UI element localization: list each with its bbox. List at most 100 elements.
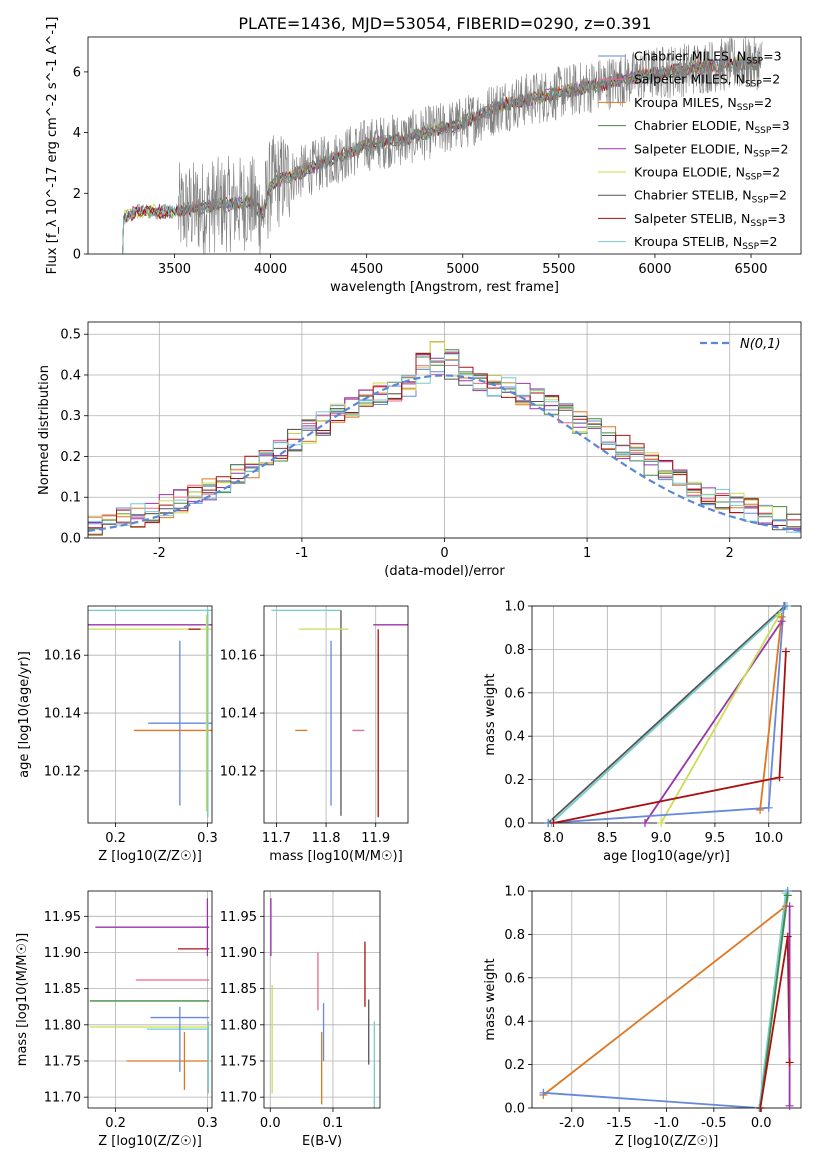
x-tick-label: -2	[153, 546, 166, 561]
y-tick-label: 0.4	[504, 1015, 525, 1030]
x-tick-label: 1	[583, 546, 591, 561]
plot-area	[88, 608, 212, 818]
legend-label: N(0,1)	[740, 337, 781, 352]
spectrum-legend: Chabrier MILES, NSSP=3 Salpeter MILES, NS…	[598, 49, 790, 252]
y-tick-label: 0.5	[60, 328, 81, 343]
y-tick-label: 0.8	[504, 643, 525, 658]
x-tick-label: 0.2	[105, 1116, 126, 1131]
legend-label: Salpeter STELIB, NSSP=3	[634, 211, 786, 229]
y-tick-label: 0.2	[504, 773, 525, 788]
mass-weight-line	[553, 651, 787, 823]
y-tick-label: 0.0	[60, 532, 81, 547]
plus-marker	[756, 1104, 765, 1112]
x-tick-label: 0.2	[105, 831, 126, 846]
y-tick-label: 11.90	[44, 946, 81, 961]
y-tick-label: 0.2	[60, 450, 81, 465]
x-tick-label: 3500	[158, 262, 191, 277]
plus-marker	[756, 805, 765, 814]
y-tick-label: 10.14	[44, 707, 81, 722]
y-tick-label: 0.2	[504, 1058, 525, 1073]
y-tick-label: 10.12	[44, 764, 81, 779]
y-tick-label: 10.16	[220, 649, 257, 664]
y-tick-label: 4	[73, 126, 81, 141]
errorbar-point	[148, 640, 212, 806]
x-tick-label: 11.8	[312, 831, 341, 846]
legend-label: Chabrier STELIB, NSSP=2	[634, 188, 787, 206]
y-tick-label: 11.70	[44, 1091, 81, 1106]
x-tick-label: 11.9	[361, 831, 390, 846]
plus-marker	[775, 773, 784, 782]
axes-mass-vs-EBV: 0.0 0.1 11.70 11.75 11.80 11.85 11.90 11.95 E(B-…	[220, 890, 381, 1149]
legend-label: Kroupa MILES, NSSP=2	[634, 95, 772, 113]
plus-marker	[781, 647, 790, 656]
observed-spectrum-line	[178, 37, 763, 254]
x-tick-label: 10.0	[754, 831, 783, 846]
x-tick-label: 0.0	[751, 1116, 772, 1131]
y-axis-label: mass weight	[483, 958, 498, 1040]
axes-frame	[531, 605, 802, 824]
y-tick-label: 0.3	[60, 409, 81, 424]
y-tick-label: 11.75	[44, 1054, 81, 1069]
x-tick-label: 4000	[254, 262, 287, 277]
y-tick-label: 11.85	[44, 982, 81, 997]
legend-label: Kroupa STELIB, NSSP=2	[634, 234, 778, 252]
axes-mass-vs-Z: 0.2 0.3 11.70 11.75 11.80 11.85 11.90 11.95 Z [l…	[15, 890, 218, 1149]
plus-marker	[781, 889, 790, 898]
mass-weight-line	[660, 614, 781, 823]
x-tick-label: -1.5	[606, 1116, 631, 1131]
axes-frame	[87, 890, 213, 1109]
plus-marker	[785, 1101, 794, 1110]
axes-massweight-vs-Z: -2.0 -1.5 -1.0 -0.5 0.0 0.0 0.2 0.4 0.6 0.8 1.0 Z […	[483, 885, 802, 1149]
mass-weight-line	[759, 936, 791, 1108]
x-axis-label: Z [log10(Z/Z☉)]	[98, 1134, 202, 1149]
legend-label: Salpeter MILES, NSSP=2	[634, 72, 780, 90]
y-tick-label: 11.75	[220, 1054, 257, 1069]
x-tick-label: 9.0	[651, 831, 672, 846]
figure-title: PLATE=1436, MJD=53054, FIBERID=0290, z=0…	[238, 14, 651, 33]
plus-marker	[640, 819, 649, 827]
y-tick-label: 11.80	[220, 1018, 257, 1033]
y-axis-label: age [log10(age/yr)]	[17, 651, 32, 778]
y-tick-label: 6	[73, 65, 81, 80]
mass-weight-line	[758, 893, 787, 1108]
x-tick-label: 0	[440, 546, 448, 561]
y-tick-label: 11.90	[220, 946, 257, 961]
plus-marker	[657, 819, 666, 827]
plot-area	[271, 609, 408, 818]
y-tick-label: 1.0	[504, 600, 525, 615]
y-tick-label: 0.6	[504, 686, 525, 701]
y-tick-label: 0.1	[60, 491, 81, 506]
x-tick-label: 5000	[446, 262, 479, 277]
plot-area	[122, 37, 763, 254]
x-tick-label: 0.0	[260, 1116, 281, 1131]
normal-curve	[88, 374, 801, 532]
y-tick-label: 0	[73, 248, 81, 263]
plus-marker	[549, 819, 558, 827]
y-tick-label: 11.95	[220, 910, 257, 925]
axes-frame	[263, 605, 409, 824]
x-tick-label: -1.0	[654, 1116, 679, 1131]
axes-frame	[263, 890, 381, 1109]
axes-massweight-vs-age: 8.0 8.5 9.0 9.5 10.0 0.0 0.2 0.4 0.6 0.8 1.0 age [l…	[483, 600, 802, 864]
x-tick-label: 6000	[638, 262, 671, 277]
x-tick-label: -0.5	[701, 1116, 726, 1131]
y-tick-label: 10.16	[44, 649, 81, 664]
y-tick-label: 1.0	[504, 885, 525, 900]
x-tick-label: 5500	[542, 262, 575, 277]
mass-weight-line	[542, 905, 787, 1096]
x-axis-label: Z [log10(Z/Z☉)]	[615, 1134, 719, 1149]
mass-weight-line	[547, 606, 786, 823]
histogram-step-line	[88, 353, 801, 533]
y-tick-label: 0.8	[504, 928, 525, 943]
plot-area	[270, 898, 376, 1108]
axes-age-vs-Z: 0.2 0.3 10.12 10.14 10.16 Z [log10(Z/Z☉)] age …	[17, 605, 218, 864]
legend-label: Chabrier ELODIE, NSSP=3	[634, 118, 790, 136]
x-axis-label: E(B-V)	[302, 1134, 342, 1149]
x-tick-label: 0.3	[197, 831, 218, 846]
x-axis-label: wavelength [Angstrom, rest frame]	[330, 280, 559, 295]
axes-frame	[531, 890, 802, 1109]
x-axis-label: age [log10(age/yr)]	[603, 849, 730, 864]
axes-frame	[87, 605, 213, 824]
y-tick-label: 0.0	[504, 1102, 525, 1117]
